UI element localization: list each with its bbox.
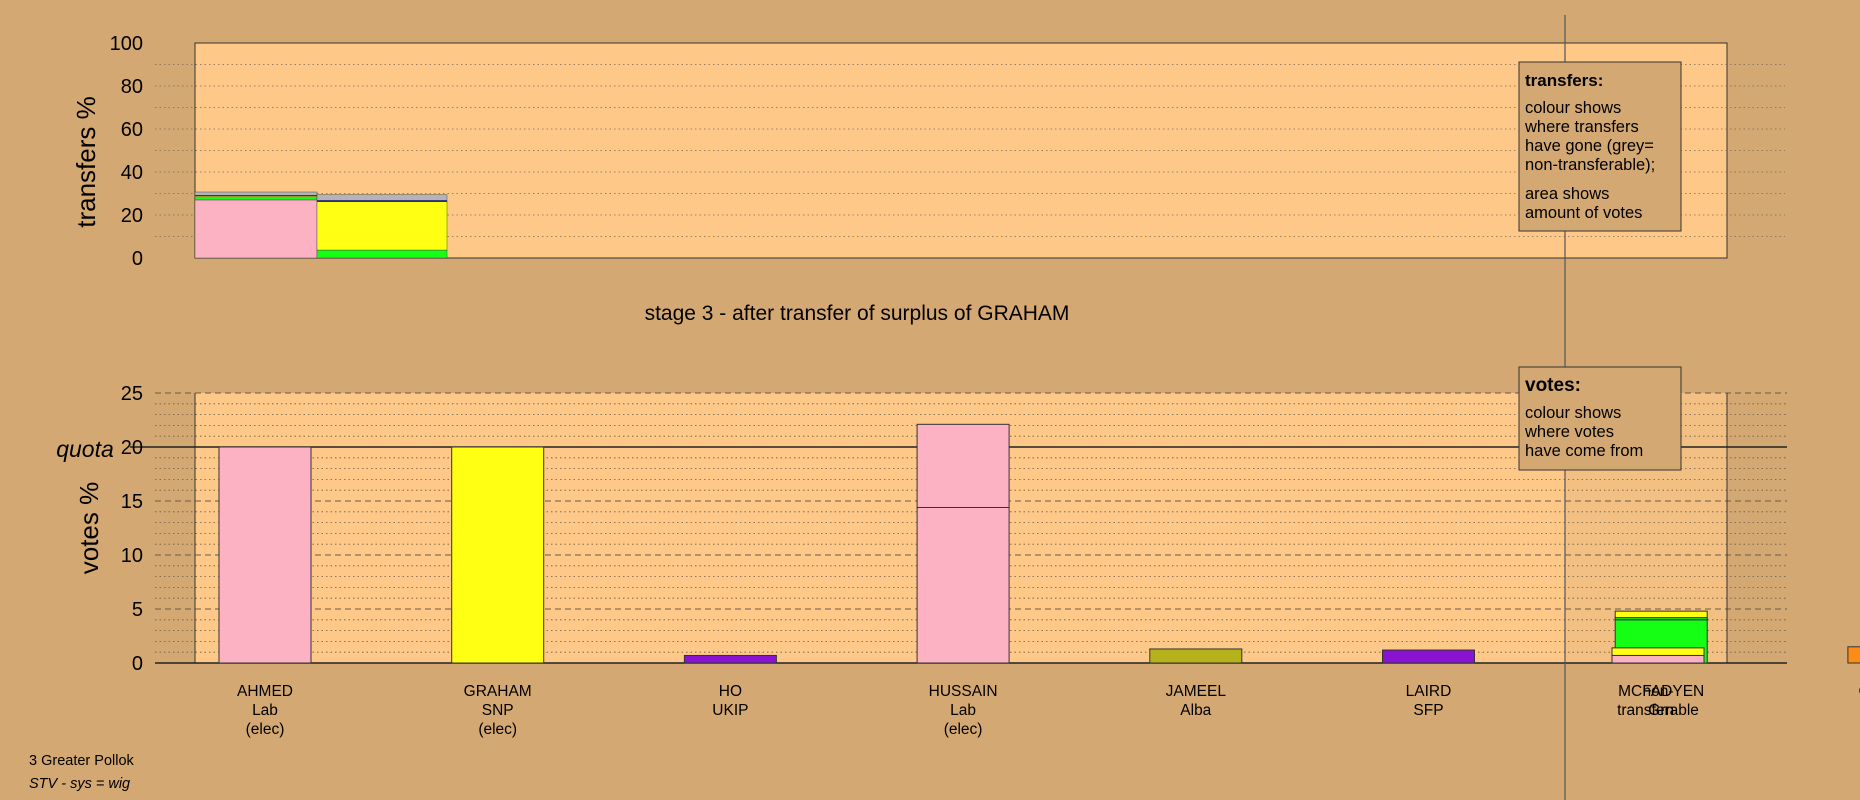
category-label: non- [1642,683,1673,700]
vote-bar-segment [916,423,1010,508]
category-label: HUSSAIN [929,683,998,700]
legend-votes-line: have come from [1525,442,1643,460]
votes-y-label: votes % [74,482,104,575]
stage-title: stage 3 - after transfer of surplus of G… [645,302,1070,325]
legend-transfers-line: have gone (grey= [1525,137,1654,155]
vote-bar-segment [683,654,777,664]
y-tick-label: 5 [132,599,143,621]
votes-bars [218,423,1860,664]
transfers-y-ticks: 0 20 40 60 80 100 [110,33,143,270]
transfer-segment [194,199,318,259]
vote-bar-segment [1149,648,1243,664]
vote-bar-segment [218,446,312,664]
category-label: UKIP [712,702,748,719]
transfers-y-label: transfers % [71,96,101,228]
legend-transfers-line: area shows [1525,185,1609,203]
transfer-segment [316,249,448,259]
transfer-segment [194,197,318,201]
ward-name: 3 Greater Pollok [29,753,135,769]
y-tick-label: 25 [121,383,143,405]
legend-transfers-line: colour shows [1525,99,1621,117]
category-label: Lab [950,702,976,719]
system-label: STV - sys = wig [29,776,130,792]
category-label: (elec) [944,721,983,738]
y-tick-label: 20 [121,437,143,459]
category-label: JAMEEL [1166,683,1227,700]
legend-transfers-box [1518,61,1682,232]
legend-transfers: transfers: colour shows where transfers … [1518,61,1682,232]
category-label: SFP [1413,702,1443,719]
vote-bar-segment [1382,649,1475,664]
transfer-segment [194,196,318,198]
category-label: (elec) [478,721,517,738]
legend-votes-box [1518,366,1682,471]
y-tick-label: 80 [121,76,143,98]
category-label: Lab [252,702,278,719]
y-tick-label: 0 [132,653,143,675]
y-tick-label: 20 [121,205,143,227]
y-tick-label: 0 [132,248,143,270]
legend-transfers-line: where transfers [1524,118,1639,136]
category-label: GRAHAM [464,683,532,700]
category-label: QURESHI [1859,683,1860,700]
transfers-gridlines [155,64,1785,237]
votes-y-ticks: 0 5 10 15 20 25 [121,383,143,675]
category-label: MCFADYEN [1618,683,1704,700]
legend-votes-title: votes: [1525,375,1581,396]
y-tick-label: 60 [121,119,143,141]
y-tick-label: 10 [121,545,143,567]
legend-transfers-title: transfers: [1525,71,1603,90]
vote-bar-segment [1847,646,1860,664]
category-label: transferable [1617,702,1699,719]
category-label: HO [719,683,742,700]
category-label: AHMED [237,683,293,700]
transfer-segment [194,191,318,196]
legend-transfers-line: non-transferable); [1525,156,1655,174]
category-label: LAIRD [1406,683,1452,700]
category-label: SNP [482,702,514,719]
vote-bar-segment [916,506,1010,664]
votes-category-labels: AHMED Lab (elec) GRAHAM SNP (elec) HO UKIP HUSSA… [237,683,1860,738]
transfers-bars [194,191,448,259]
quota-label: quota [56,436,114,462]
legend-votes-line: where votes [1524,423,1614,441]
category-label: Grn [1648,702,1674,719]
vote-bar-segment [1614,610,1708,619]
y-tick-label: 40 [121,162,143,184]
category-label: Alba [1180,702,1211,719]
vote-bar-segment [451,446,545,664]
transfer-segment [316,194,448,201]
vote-bar-segment [1611,654,1705,664]
category-label: (elec) [246,721,285,738]
y-tick-label: 100 [110,33,143,55]
legend-transfers-line: amount of votes [1525,204,1642,222]
legend-votes: votes: colour shows where votes have com… [1518,366,1682,471]
transfer-segment [316,201,448,251]
y-tick-label: 15 [121,491,143,513]
legend-votes-line: colour shows [1525,404,1621,422]
vote-bar-segment [1611,647,1705,656]
